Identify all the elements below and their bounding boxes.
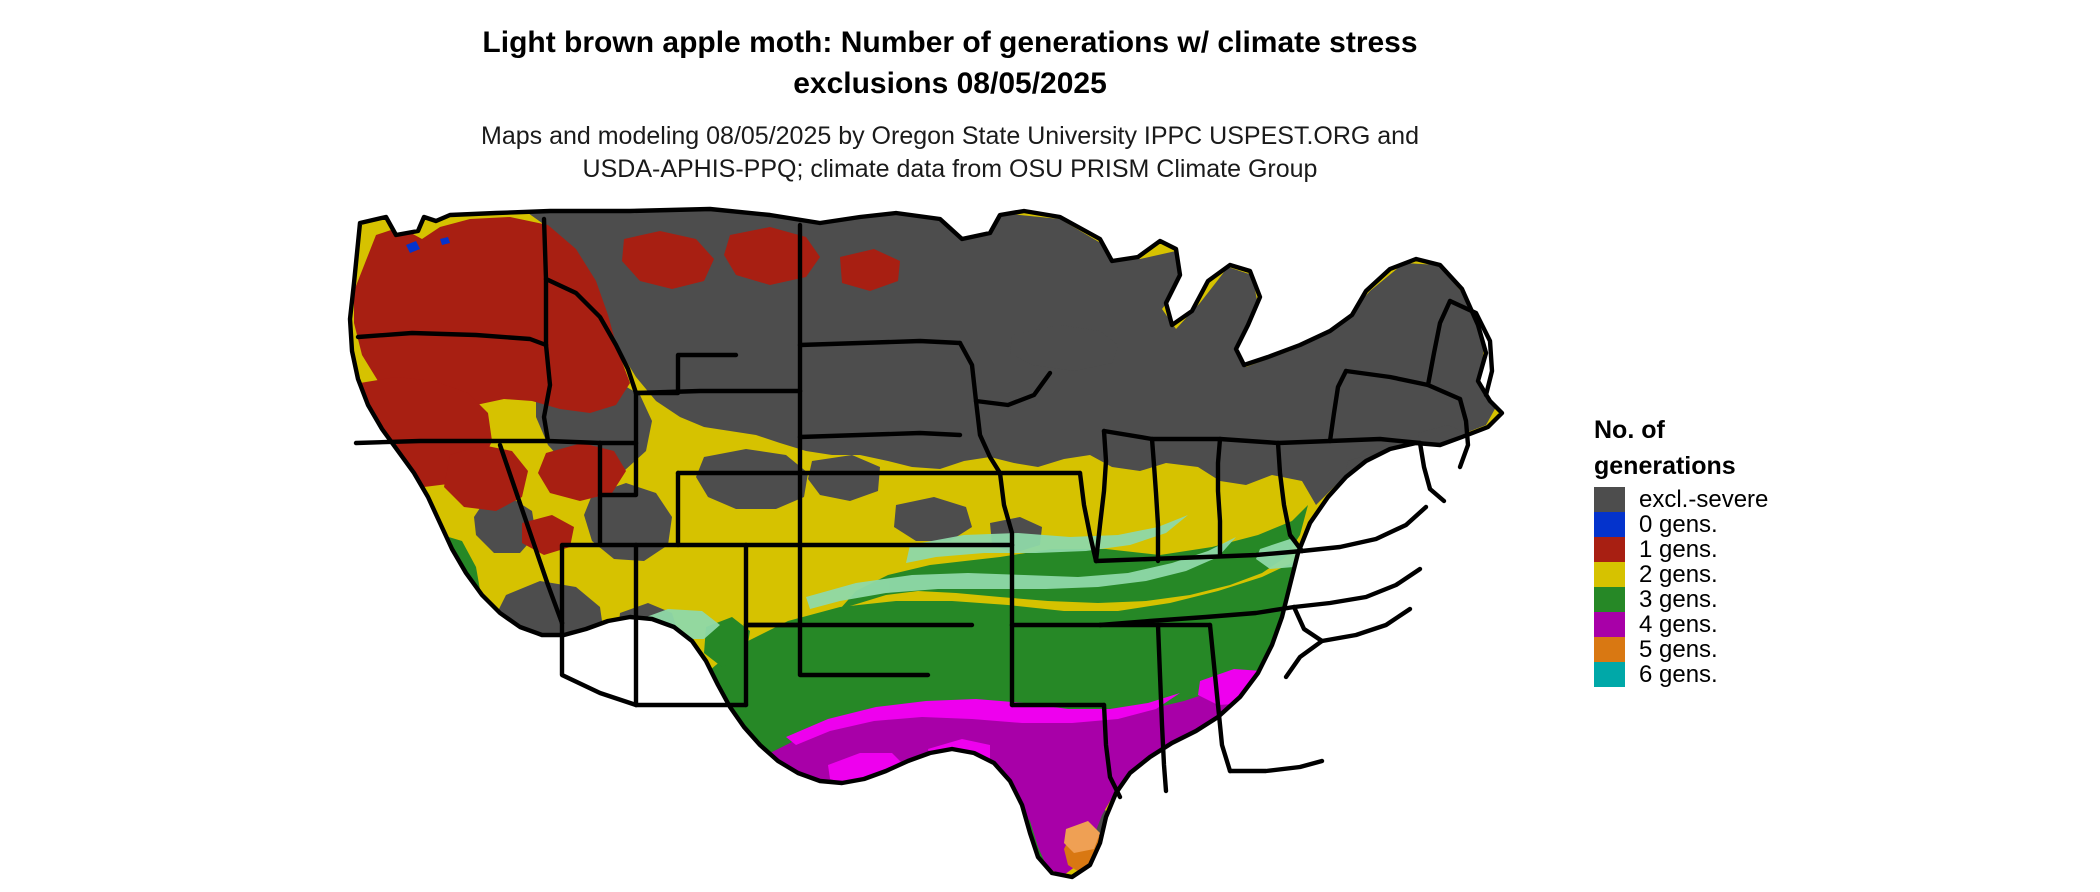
page-title: Light brown apple moth: Number of genera… [0,22,1900,104]
subtitle-line-2: USDA-APHIS-PPQ; climate data from OSU PR… [582,155,1318,183]
legend-item-label: 3 gens. [1639,586,1718,613]
legend-item-label: 5 gens. [1639,636,1718,663]
legend-color-swatch [1594,587,1625,612]
legend-item[interactable]: 0 gens. [1594,512,1894,537]
legend-item[interactable]: excl.-severe [1594,487,1894,512]
legend-item-label: 6 gens. [1639,661,1718,688]
legend-item[interactable]: 1 gens. [1594,537,1894,562]
legend-color-swatch [1594,612,1625,637]
legend-item[interactable]: 3 gens. [1594,587,1894,612]
legend-item[interactable]: 5 gens. [1594,637,1894,662]
legend-item-label: 0 gens. [1639,511,1718,538]
us-map-svg [300,205,1600,885]
legend-color-swatch [1594,637,1625,662]
us-choropleth-map [300,205,1600,885]
map-boundaries [347,206,1505,880]
title-line-2: exclusions 08/05/2025 [793,67,1107,100]
legend-color-swatch [1594,512,1625,537]
zone-0-gens [406,237,450,253]
legend-title-line-2: generations [1594,452,1736,480]
legend-color-swatch [1594,562,1625,587]
legend-color-swatch [1594,662,1625,687]
legend-item-label: 4 gens. [1639,611,1718,638]
legend-item[interactable]: 6 gens. [1594,662,1894,687]
legend-item[interactable]: 2 gens. [1594,562,1894,587]
legend-color-swatch [1594,537,1625,562]
legend-item-label: 2 gens. [1639,561,1718,588]
legend-color-swatch [1594,487,1625,512]
map-legend: No. of generations excl.-severe 0 gens. 1 … [1594,415,1894,687]
title-line-1: Light brown apple moth: Number of genera… [482,26,1418,59]
legend-item-label: excl.-severe [1639,486,1769,513]
zone-1-gens [354,217,900,555]
page-subtitle: Maps and modeling 08/05/2025 by Oregon S… [0,120,1900,186]
legend-item-label: 1 gens. [1639,536,1718,563]
legend-item[interactable]: 4 gens. [1594,612,1894,637]
subtitle-line-1: Maps and modeling 08/05/2025 by Oregon S… [481,122,1419,150]
legend-item-list: excl.-severe 0 gens. 1 gens. 2 gens. 3 gens.… [1594,487,1894,687]
legend-title-line-1: No. of [1594,416,1665,444]
